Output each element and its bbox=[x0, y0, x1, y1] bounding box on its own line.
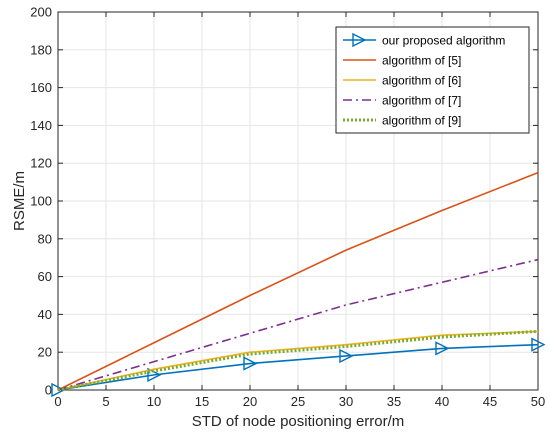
y-tick-label: 100 bbox=[30, 194, 52, 209]
series-4 bbox=[57, 329, 539, 392]
x-axis-ticks: 0 5 10 15 20 25 30 35 40 45 50 bbox=[54, 12, 545, 409]
series-line bbox=[57, 258, 539, 391]
y-tick-label: 40 bbox=[38, 307, 52, 322]
x-tick-label: 20 bbox=[243, 394, 257, 409]
y-axis-label: RSME/m bbox=[11, 171, 28, 231]
y-tick-label: 140 bbox=[30, 118, 52, 133]
legend-label: algorithm of [6] bbox=[382, 74, 461, 88]
data-point-marker bbox=[339, 348, 354, 364]
x-tick-label: 50 bbox=[531, 394, 545, 409]
legend-label: algorithm of [9] bbox=[382, 114, 461, 128]
y-tick-label: 120 bbox=[30, 156, 52, 171]
series-2 bbox=[57, 330, 539, 391]
x-tick-label: 0 bbox=[54, 394, 61, 409]
y-tick-label: 180 bbox=[30, 42, 52, 57]
series-3 bbox=[57, 258, 539, 391]
legend-label: algorithm of [7] bbox=[382, 94, 461, 108]
y-tick-label: 200 bbox=[30, 5, 52, 20]
x-tick-label: 45 bbox=[483, 394, 497, 409]
series-1 bbox=[57, 171, 539, 391]
y-tick-label: 0 bbox=[45, 383, 52, 398]
data-point-marker bbox=[243, 356, 258, 371]
legend: our proposed algorithm algorithm of [5] al… bbox=[335, 26, 530, 134]
x-tick-label: 40 bbox=[435, 394, 449, 409]
x-tick-label: 10 bbox=[147, 394, 161, 409]
series-line bbox=[57, 171, 539, 391]
data-point-marker bbox=[51, 382, 66, 398]
x-axis-label: STD of node positioning error/m bbox=[192, 413, 405, 430]
series-line bbox=[57, 330, 539, 391]
y-tick-label: 160 bbox=[30, 80, 52, 95]
series-line bbox=[57, 329, 539, 392]
x-tick-label: 5 bbox=[102, 394, 109, 409]
x-tick-label: 35 bbox=[387, 394, 401, 409]
x-tick-label: 15 bbox=[195, 394, 209, 409]
x-tick-label: 25 bbox=[291, 394, 305, 409]
y-axis-ticks: 0 20 40 60 80 100 120 140 160 180 200 bbox=[30, 5, 538, 398]
y-tick-label: 20 bbox=[38, 345, 52, 360]
y-tick-label: 80 bbox=[38, 231, 52, 246]
data-point-marker bbox=[531, 337, 546, 352]
legend-label: our proposed algorithm bbox=[382, 34, 505, 48]
legend-marker bbox=[352, 32, 367, 48]
series-line bbox=[57, 343, 539, 391]
data-point-marker bbox=[435, 341, 450, 356]
y-tick-label: 60 bbox=[38, 269, 52, 284]
series-lines bbox=[51, 171, 546, 398]
legend-label: algorithm of [5] bbox=[382, 54, 461, 68]
series-0 bbox=[51, 337, 546, 398]
x-tick-label: 30 bbox=[339, 394, 353, 409]
